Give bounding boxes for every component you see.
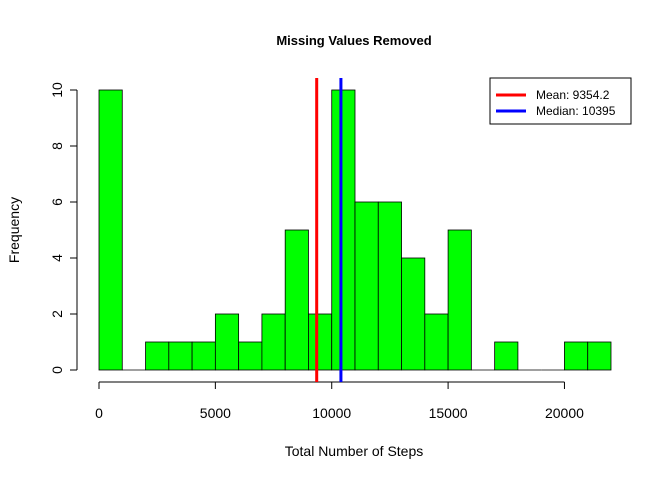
y-axis-label: Frequency bbox=[6, 197, 22, 263]
y-tick-label-2: 2 bbox=[49, 310, 65, 318]
histogram-bar-13 bbox=[401, 257, 426, 371]
histogram-bar-20 bbox=[564, 341, 589, 371]
x-axis: 0 5000 10000 15000 20000 bbox=[95, 381, 584, 421]
y-tick-label-6: 6 bbox=[49, 198, 65, 206]
histogram-bar-4 bbox=[191, 341, 216, 371]
y-tick-label-0: 0 bbox=[49, 366, 65, 374]
histogram-bar-17 bbox=[494, 341, 519, 371]
histogram-bar-10 bbox=[331, 89, 356, 371]
x-tick-label-10000: 10000 bbox=[312, 405, 351, 421]
x-tick-label-20000: 20000 bbox=[545, 405, 584, 421]
histogram-bar-14 bbox=[424, 313, 449, 371]
histogram-bar-2 bbox=[145, 341, 170, 371]
legend: Mean: 9354.2 Median: 10395 bbox=[489, 77, 632, 125]
histogram-bar-12 bbox=[377, 201, 402, 371]
reference-lines bbox=[315, 78, 343, 382]
y-axis: 0 2 4 6 8 10 bbox=[49, 82, 78, 374]
chart-title: Missing Values Removed bbox=[276, 33, 431, 48]
legend-box bbox=[489, 77, 632, 125]
y-tick-label-8: 8 bbox=[49, 142, 65, 150]
histogram-bar-5 bbox=[214, 313, 240, 371]
x-tick-label-5000: 5000 bbox=[200, 405, 231, 421]
histogram-bar-11 bbox=[354, 201, 379, 371]
legend-median-label: Median: 10395 bbox=[536, 104, 616, 118]
x-tick-label-15000: 15000 bbox=[429, 405, 468, 421]
x-tick-label-0: 0 bbox=[95, 405, 103, 421]
histogram-bar-21 bbox=[587, 341, 612, 371]
histogram-bar-6 bbox=[238, 341, 263, 371]
histogram-bar-3 bbox=[168, 341, 193, 371]
histogram-bar-15 bbox=[447, 229, 472, 371]
y-tick-label-4: 4 bbox=[49, 254, 65, 262]
histogram-bar-9 bbox=[308, 313, 333, 371]
legend-mean-label: Mean: 9354.2 bbox=[536, 88, 610, 102]
x-axis-label: Total Number of Steps bbox=[285, 443, 424, 459]
y-tick-label-10: 10 bbox=[49, 82, 65, 98]
histogram-bars bbox=[98, 89, 612, 371]
histogram-bar-7 bbox=[261, 313, 286, 371]
histogram-bar-0 bbox=[98, 89, 123, 371]
histogram-bar-8 bbox=[284, 229, 309, 371]
